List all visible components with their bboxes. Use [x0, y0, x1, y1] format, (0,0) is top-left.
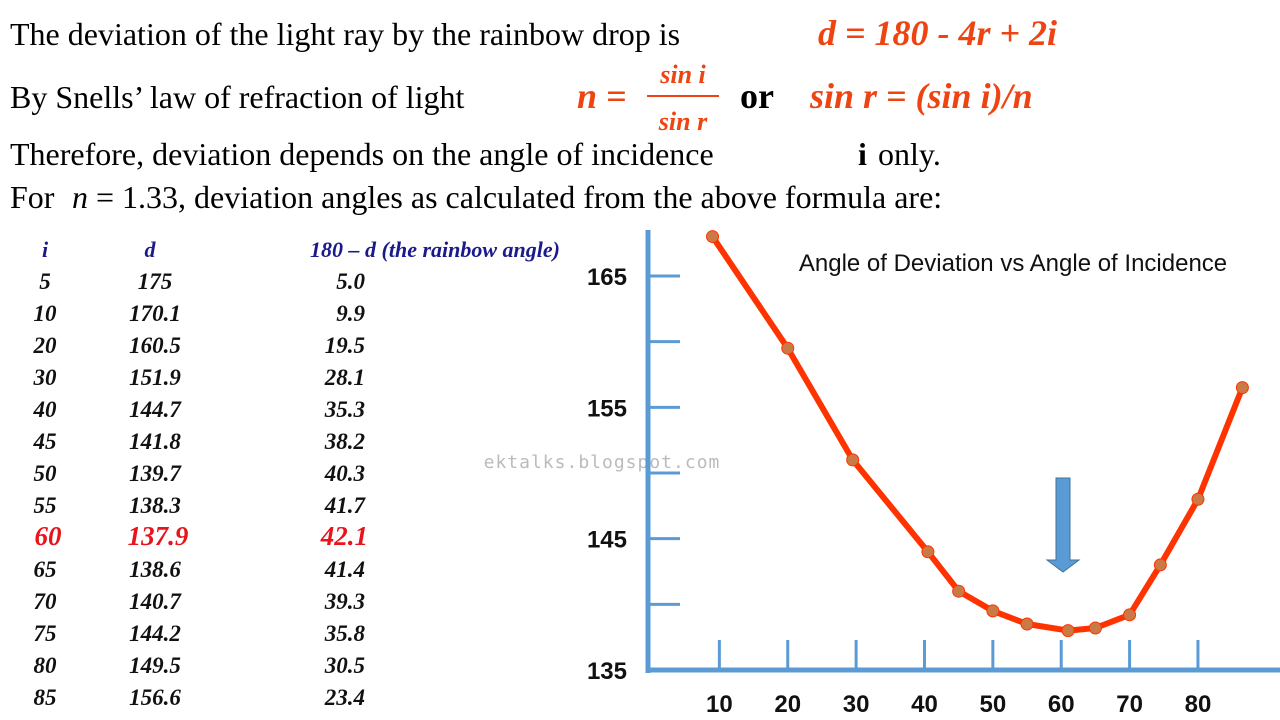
- table-header: i: [42, 237, 49, 262]
- table-cell: 39.3: [324, 589, 365, 614]
- data-point: [846, 453, 860, 467]
- table-cell: 149.5: [129, 653, 181, 678]
- table-cell: 41.4: [324, 557, 365, 582]
- text-line: The deviation of the light ray by the ra…: [10, 16, 680, 52]
- text-line: By Snells’ law of refraction of light: [10, 79, 465, 115]
- text-or: or: [740, 76, 774, 116]
- table-header: 180 – d (the rainbow angle): [310, 237, 560, 262]
- table-cell: 30: [33, 365, 58, 390]
- minimum-arrow: [1045, 477, 1081, 573]
- table-cell: 38.2: [324, 429, 365, 454]
- formula: sin r = (sin i)/n: [809, 76, 1033, 116]
- data-point: [986, 604, 1000, 618]
- table-cell: 170.1: [129, 301, 181, 326]
- data-point: [1123, 608, 1137, 622]
- table-cell: 20: [33, 333, 58, 358]
- table-cell: 141.8: [129, 429, 181, 454]
- table-cell: 60: [35, 521, 63, 551]
- data-point: [706, 230, 720, 244]
- table-cell: 45: [33, 429, 57, 454]
- table-cell: 41.7: [324, 493, 367, 518]
- table-cell: 80: [34, 653, 58, 678]
- formula: n =: [577, 76, 627, 116]
- table-cell: 40: [33, 397, 58, 422]
- fraction-numerator: sin i: [659, 60, 706, 89]
- table-cell: 23.4: [324, 685, 365, 710]
- x-tick-label: 50: [979, 691, 1006, 718]
- text-line: Therefore, deviation depends on the angl…: [10, 136, 714, 172]
- data-point: [952, 584, 966, 598]
- watermark: ektalks.blogspot.com: [484, 452, 721, 473]
- table-cell: 50: [34, 461, 58, 486]
- data-point: [1191, 492, 1205, 506]
- y-tick-label: 145: [587, 527, 627, 554]
- table-cell: 175: [138, 269, 173, 294]
- table-cell: 139.7: [129, 461, 182, 486]
- chart: Angle of Deviation vs Angle of Incidence…: [587, 230, 1280, 718]
- y-tick-label: 135: [587, 658, 627, 685]
- table-cell: 65: [34, 557, 57, 582]
- text-line: only.: [878, 136, 941, 172]
- table-cell: 137.9: [128, 521, 189, 551]
- symbol: i: [858, 136, 867, 172]
- table-cell: 55: [34, 493, 57, 518]
- table-header: d: [145, 237, 157, 262]
- table-cell: 144.7: [129, 397, 182, 422]
- table-cell: 85: [34, 685, 57, 710]
- data-point: [1088, 621, 1102, 635]
- fraction-denominator: sin r: [658, 107, 708, 136]
- data-point: [921, 545, 935, 559]
- text-line: = 1.33, deviation angles as calculated f…: [96, 179, 942, 215]
- table-cell: 151.9: [129, 365, 181, 390]
- table-cell: 30.5: [324, 653, 365, 678]
- table-cell: 70: [34, 589, 58, 614]
- table-cell: 144.2: [129, 621, 181, 646]
- x-tick-label: 30: [843, 691, 870, 718]
- text-line: For: [10, 179, 55, 215]
- table-cell: 140.7: [129, 589, 182, 614]
- table-cell: 42.1: [320, 521, 368, 551]
- data-point: [1061, 624, 1075, 638]
- table: i d 180 – d (the rainbow angle) 5 175 5.0 10 17…: [33, 237, 561, 710]
- data-point: [1153, 558, 1167, 572]
- y-tick-label: 165: [587, 264, 627, 291]
- x-tick-label: 40: [911, 691, 938, 718]
- chart-title: Angle of Deviation vs Angle of Incidence: [799, 250, 1227, 277]
- data-point: [1020, 617, 1034, 631]
- table-cell: 5: [39, 269, 51, 294]
- table-cell: 138.6: [129, 557, 181, 582]
- table-cell: 28.1: [324, 365, 365, 390]
- table-cell: 75: [34, 621, 57, 646]
- data-point: [1235, 381, 1249, 395]
- table-cell: 35.8: [324, 621, 366, 646]
- x-tick-label: 10: [706, 691, 733, 718]
- x-tick-label: 20: [774, 691, 801, 718]
- x-tick-label: 60: [1048, 691, 1075, 718]
- data-line: [709, 233, 1246, 634]
- table-cell: 19.5: [325, 333, 365, 358]
- table-cell: 10: [34, 301, 58, 326]
- y-tick-label: 155: [587, 395, 627, 422]
- table-cell: 156.6: [129, 685, 181, 710]
- x-tick-label: 70: [1116, 691, 1143, 718]
- x-tick-label: 80: [1185, 691, 1212, 718]
- table-cell: 35.3: [324, 397, 365, 422]
- table-cell: 40.3: [324, 461, 365, 486]
- formula: d = 180 - 4r + 2i: [818, 13, 1057, 53]
- symbol: n: [72, 179, 88, 215]
- table-cell: 138.3: [129, 493, 181, 518]
- data-point: [781, 341, 795, 355]
- table-cell: 5.0: [336, 269, 365, 294]
- table-cell: 160.5: [129, 333, 181, 358]
- table-cell: 9.9: [336, 301, 365, 326]
